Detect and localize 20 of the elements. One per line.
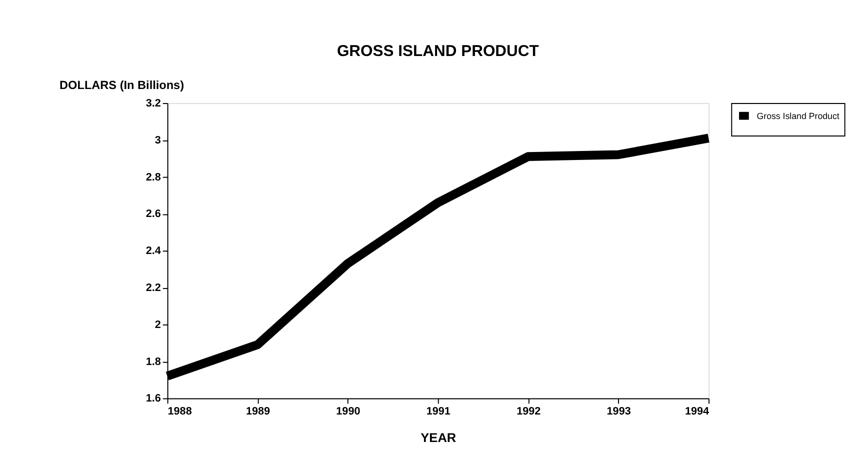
- y-tick-label: 3: [154, 134, 161, 146]
- x-axis-title: YEAR: [420, 430, 456, 446]
- x-tick-label: 1990: [336, 406, 360, 418]
- x-tick-label: 1994: [684, 406, 710, 418]
- y-tick-label: 2.2: [146, 282, 161, 294]
- y-tick-label: 2.8: [146, 171, 161, 184]
- y-axis-title: DOLLARS (In Billions): [60, 78, 184, 92]
- x-tick-label: 1992: [516, 406, 541, 418]
- x-tick-label: 1991: [426, 406, 450, 418]
- y-tick-label: 2.6: [146, 208, 161, 220]
- chart-title: GROSS ISLAND PRODUCT: [336, 42, 540, 60]
- y-tick-label: 1.6: [146, 392, 161, 405]
- y-tick-label: 3.2: [146, 97, 161, 110]
- x-tick-label: 1988: [168, 406, 192, 418]
- y-tick-label: 1.8: [146, 356, 161, 368]
- legend-label: Gross Island Product: [756, 110, 840, 121]
- x-tick-label: 1993: [606, 406, 631, 418]
- x-tick-label: 1989: [246, 406, 270, 418]
- y-tick-label: 2: [154, 318, 161, 331]
- y-tick-label: 2.4: [146, 245, 161, 258]
